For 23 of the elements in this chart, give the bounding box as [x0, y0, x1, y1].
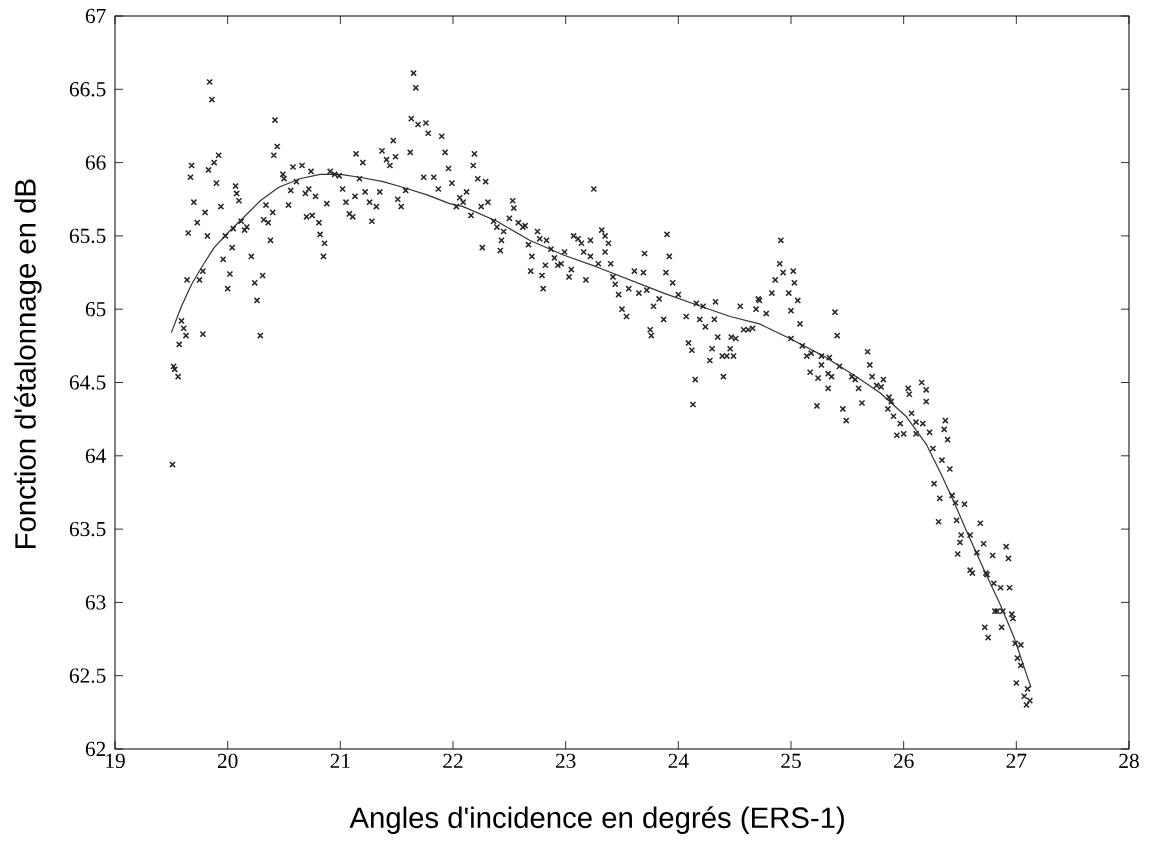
y-tick-label: 67 — [85, 8, 106, 24]
x-tick-label: 23 — [555, 753, 576, 769]
x-tick-label: 28 — [1119, 753, 1139, 769]
x-tick-label: 21 — [330, 753, 350, 768]
y-tick-label: 63 — [85, 595, 106, 610]
y-tick-label: 66.5 — [69, 82, 106, 97]
y-axis-title: Fonction d'étalonnage en dB — [13, 179, 42, 549]
x-tick-label: 24 — [668, 753, 689, 768]
x-axis-title: Angles d'incidence en degrés (ERS-1) — [349, 806, 844, 834]
y-tick-label: 64 — [85, 448, 106, 463]
y-tick-label: 62.5 — [69, 668, 106, 683]
x-tick-label: 26 — [893, 753, 914, 769]
y-tick-label: 66 — [85, 155, 106, 170]
y-tick-label: 64.5 — [69, 375, 106, 390]
x-tick-label: 27 — [1006, 753, 1027, 768]
x-tick-label: 22 — [443, 753, 463, 768]
x-tick-label: 19 — [106, 753, 125, 769]
y-tick-label: 65 — [85, 302, 106, 317]
y-tick-label: 63.5 — [69, 521, 106, 537]
y-tick-label: 62 — [85, 741, 106, 757]
y-tick-label: 65.5 — [69, 228, 106, 244]
x-tick-label: 20 — [217, 753, 238, 769]
x-tick-label: 25 — [781, 753, 801, 769]
